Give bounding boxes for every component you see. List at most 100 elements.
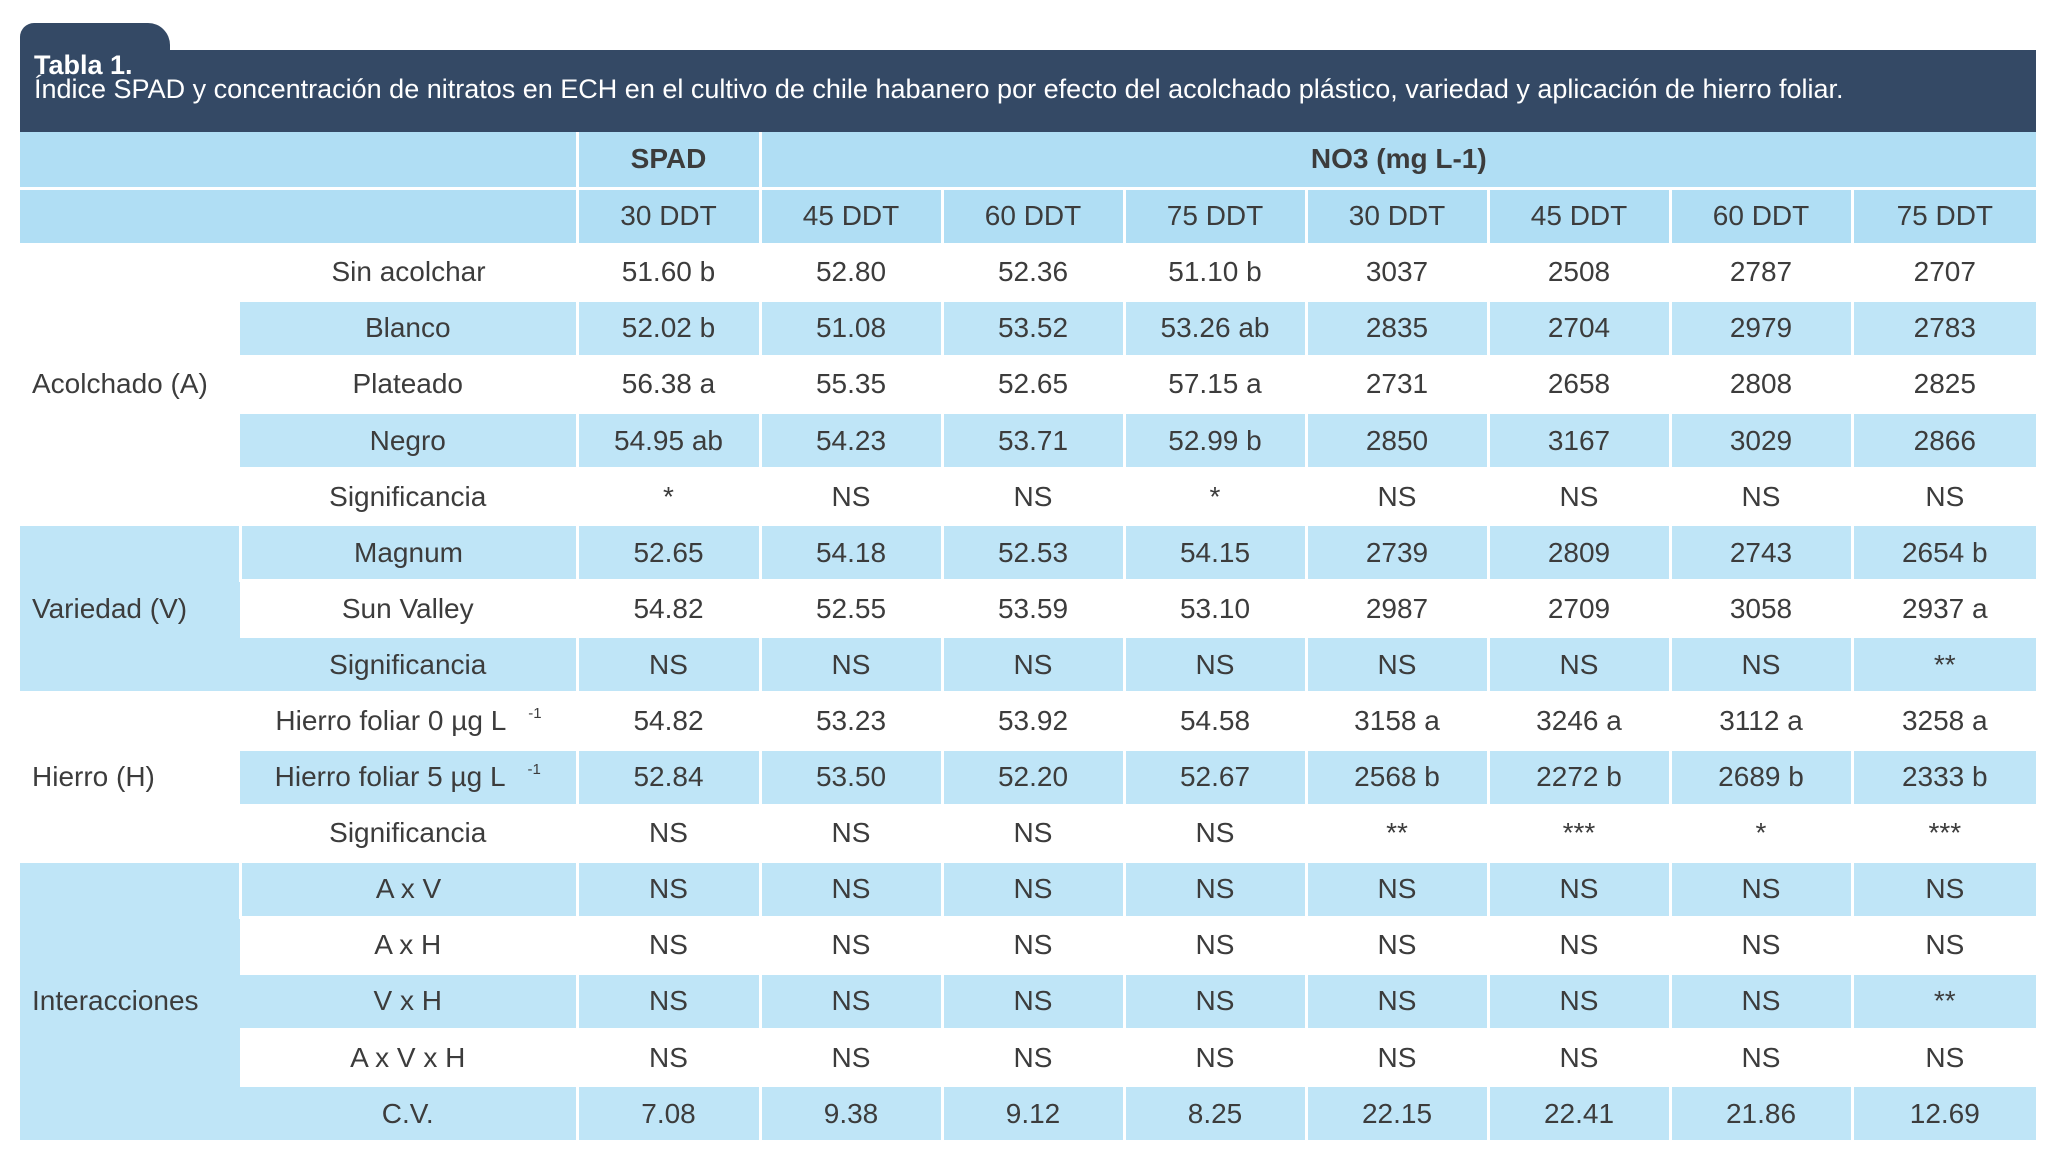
table-cell: NS [1304, 861, 1488, 919]
table-cell: NS [940, 636, 1124, 695]
table-cell: NS [575, 861, 760, 919]
table-cell: NS [1668, 636, 1852, 695]
row-label-text: Sin acolchar [331, 256, 486, 288]
table-cell: *** [1486, 805, 1670, 863]
table-cell: 53.71 [940, 412, 1124, 471]
table-cell: * [575, 468, 760, 527]
row-label: Hierro foliar 5 µg L -1 [240, 749, 577, 807]
table-cell: 52.67 [1122, 749, 1306, 807]
table-cell: NS [1122, 861, 1306, 919]
table-caption: Índice SPAD y concentración de nitratos … [34, 74, 1844, 104]
table-row: Hierro foliar 5 µg L -1 52.84 53.50 52.20 52.… [20, 749, 2037, 807]
table-cell: NS [1122, 805, 1306, 863]
table-row: Sun Valley 54.82 52.55 53.59 53.10 2987 2709 30… [20, 580, 2037, 639]
header-row-2: 30 DDT 45 DDT 60 DDT 75 DDT 30 DDT 45 DDT 60 D… [20, 188, 2037, 246]
row-label-text: Hierro foliar 5 µg L [274, 761, 506, 793]
table-cell: 52.80 [758, 244, 942, 302]
table-cell: 53.23 [758, 692, 942, 751]
table-cell: 54.18 [758, 524, 942, 583]
column-header: 45 DDT [758, 188, 942, 246]
table-cell: NS [1486, 1029, 1670, 1088]
table-cell: *** [1850, 805, 2037, 863]
table-title-bar: Tabla 1. Índice SPAD y concentración de … [20, 50, 2036, 132]
table-cell: 2731 [1304, 356, 1488, 414]
table-cell: 52.20 [940, 749, 1124, 807]
table-cell: 3258 a [1850, 692, 2037, 751]
row-label: Negro [240, 412, 577, 471]
table-cell: 52.65 [940, 356, 1124, 414]
table-cell: * [1668, 805, 1852, 863]
table-cell: NS [1486, 636, 1670, 695]
table-cell: NS [1486, 468, 1670, 527]
column-header: 45 DDT [1486, 188, 1670, 246]
table-cell: NS [1304, 636, 1488, 695]
column-header: 30 DDT [575, 188, 760, 246]
table-row: V x H NS NS NS NS NS NS NS ** [20, 973, 2037, 1032]
table-row: Acolchado (A) Sin acolchar 51.60 b 52.80 52.… [20, 244, 2037, 527]
table-cell: NS [940, 1029, 1124, 1088]
table-cell: ** [1304, 805, 1488, 863]
table-cell: NS [1850, 1029, 2037, 1088]
column-header: 30 DDT [1304, 188, 1488, 246]
table-cell: NS [1850, 861, 2037, 919]
row-label: Significancia [240, 805, 577, 863]
table-cell: NS [1122, 973, 1306, 1032]
table-cell: 3167 [1486, 412, 1670, 471]
table-cell: NS [758, 973, 942, 1032]
table-cell: 22.15 [1304, 1085, 1488, 1144]
table-cell: 52.02 b [575, 300, 760, 358]
table-row: Negro 54.95 ab 54.23 53.71 52.99 b 2850 3167 30… [20, 412, 2037, 471]
table-cell: 3029 [1668, 412, 1852, 471]
table-cell: ** [1850, 636, 2037, 695]
table-cell: 52.84 [575, 749, 760, 807]
table-cell: NS [575, 805, 760, 863]
row-label: A x V [238, 861, 577, 919]
table-cell: NS [575, 917, 760, 975]
table-cell: NS [940, 973, 1124, 1032]
table-cell: NS [575, 1029, 760, 1088]
table-cell: 52.99 b [1122, 412, 1306, 471]
table-cell: 2658 [1486, 356, 1670, 414]
table-cell: 51.60 b [575, 244, 760, 302]
table-cell: 3112 a [1668, 692, 1852, 751]
table-row: A x H NS NS NS NS NS NS NS NS [20, 917, 2037, 975]
table-cell: 53.10 [1122, 580, 1306, 639]
table-cell: 2937 a [1850, 580, 2037, 639]
row-label: Blanco [240, 300, 577, 358]
table-row: Significancia * NS NS * NS NS NS NS [20, 468, 2037, 527]
table-cell: 2743 [1668, 524, 1852, 583]
table-cell: NS [940, 805, 1124, 863]
table-cell: 8.25 [1122, 1085, 1306, 1144]
table-cell: 2825 [1850, 356, 2037, 414]
table-cell: NS [1486, 917, 1670, 975]
table-cell: NS [758, 1029, 942, 1088]
table-cell: 54.82 [575, 580, 760, 639]
table-cell: NS [940, 861, 1124, 919]
row-label-text: C.V. [381, 1097, 434, 1129]
table-row: Hierro (H) Hierro foliar 0 µg L -1 54.82 53.… [20, 692, 2037, 863]
table-cell: 2739 [1304, 524, 1488, 583]
table-cell: 2850 [1304, 412, 1488, 471]
row-label-text: Significancia [329, 817, 487, 849]
row-label: Significancia [240, 636, 577, 695]
table-cell: NS [1850, 917, 2037, 975]
row-label: Hierro foliar 0 µg L -1 [238, 692, 577, 751]
table-cell: 2979 [1668, 300, 1852, 358]
header-row-1: SPAD NO3 (mg L-1) [20, 132, 2037, 190]
table-cell: NS [1122, 1029, 1306, 1088]
row-label-text: Plateado [352, 368, 464, 400]
table-cell: 2787 [1668, 244, 1852, 302]
table-cell: 3246 a [1486, 692, 1670, 751]
table-cell: 9.12 [940, 1085, 1124, 1144]
table-label: Tabla 1. [34, 50, 133, 80]
table-cell: 2707 [1850, 244, 2037, 302]
table-cell: 3037 [1304, 244, 1488, 302]
table-cell: 53.52 [940, 300, 1124, 358]
table-cell: 2987 [1304, 580, 1488, 639]
table-cell: 2689 b [1668, 749, 1852, 807]
column-header: 60 DDT [1668, 188, 1852, 246]
table-cell: NS [1122, 917, 1306, 975]
row-label: Significancia [240, 468, 577, 527]
row-label: Plateado [240, 356, 577, 414]
table-cell: NS [940, 468, 1124, 527]
